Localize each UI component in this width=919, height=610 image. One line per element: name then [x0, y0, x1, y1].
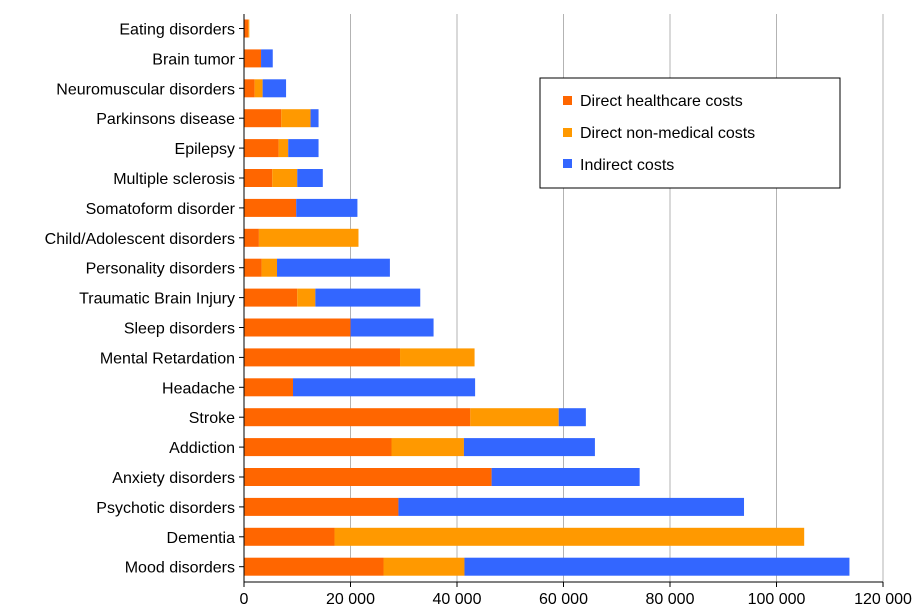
legend-swatch-direct-non-medical	[563, 128, 572, 137]
bar-11-series-0	[244, 348, 401, 367]
bar-4-series-1	[278, 139, 289, 158]
axes-layer	[239, 14, 884, 587]
bar-18-series-0	[244, 557, 384, 576]
category-label-12: Headache	[162, 380, 235, 397]
category-label-3: Parkinsons disease	[96, 111, 235, 128]
bar-7-series-0	[244, 228, 259, 247]
bar-9-series-0	[244, 288, 298, 307]
bar-15-series-0	[244, 468, 492, 486]
category-label-6: Somatoform disorder	[86, 201, 236, 218]
x-tick-label-6: 120 000	[854, 591, 912, 608]
category-label-2: Neuromuscular disorders	[56, 81, 235, 98]
bar-18-series-2	[464, 557, 850, 576]
bar-17-series-1	[334, 527, 805, 546]
bar-13-series-1	[470, 408, 559, 427]
x-tick-label-4: 80 000	[646, 591, 695, 608]
bar-2-series-0	[244, 79, 255, 98]
bar-4-series-0	[244, 139, 279, 158]
bar-13-series-0	[244, 408, 471, 427]
legend: Direct healthcare costs Direct non-medic…	[539, 77, 841, 189]
bar-12-series-0	[244, 378, 293, 397]
bar-3-series-0	[244, 109, 282, 128]
bar-1-series-2	[261, 49, 273, 68]
legend-label-direct-non-medical: Direct non-medical costs	[580, 125, 755, 142]
bar-16-series-0	[244, 497, 399, 516]
x-tick-label-3: 60 000	[539, 591, 588, 608]
bar-9-series-1	[297, 288, 316, 307]
bar-6-series-0	[244, 198, 297, 217]
bar-0-series-0	[244, 19, 249, 38]
bar-3-series-2	[310, 109, 319, 128]
bar-8-series-2	[277, 258, 390, 277]
bar-17-series-0	[244, 527, 335, 546]
legend-box	[539, 77, 841, 189]
bar-1-series-0	[244, 49, 262, 68]
category-label-9: Traumatic Brain Injury	[79, 291, 235, 308]
bar-8-series-1	[261, 258, 278, 277]
bar-5-series-0	[244, 169, 273, 187]
bar-14-series-0	[244, 438, 392, 457]
category-label-18: Mood disorders	[125, 560, 235, 577]
bar-9-series-2	[315, 288, 421, 307]
bar-4-series-2	[288, 139, 319, 158]
bar-7-series-1	[258, 228, 359, 247]
bar-5-series-2	[297, 169, 323, 187]
bar-6-series-2	[296, 198, 358, 217]
category-label-7: Child/Adolescent disorders	[45, 231, 235, 248]
category-label-14: Addiction	[169, 440, 235, 457]
bar-12-series-2	[292, 378, 476, 397]
bar-11-series-1	[400, 348, 475, 367]
bar-10-series-2	[350, 318, 434, 337]
category-label-17: Dementia	[167, 530, 236, 547]
category-label-1: Brain tumor	[152, 51, 235, 68]
labels-layer: 0 20 000 40 000 60 000 80 000 100 000 120 000 E…	[45, 22, 912, 609]
category-label-5: Multiple sclerosis	[113, 171, 235, 188]
bar-10-series-0	[244, 318, 351, 337]
bar-2-series-1	[254, 79, 263, 98]
bars-layer	[244, 19, 850, 576]
x-tick-label-5: 100 000	[748, 591, 806, 608]
bar-8-series-0	[244, 258, 262, 277]
category-label-8: Personality disorders	[86, 261, 235, 278]
category-label-4: Epilepsy	[175, 141, 235, 158]
bar-0-series-1	[248, 19, 250, 38]
legend-swatch-indirect	[563, 159, 572, 168]
legend-label-indirect: Indirect costs	[580, 157, 674, 174]
x-tick-label-0: 0	[240, 591, 249, 608]
bar-2-series-2	[262, 79, 287, 98]
bar-3-series-1	[281, 109, 311, 128]
category-label-0: Eating disorders	[119, 22, 235, 39]
category-label-15: Anxiety disorders	[112, 470, 235, 487]
bar-14-series-1	[391, 438, 464, 457]
legend-swatch-direct-healthcare	[563, 96, 572, 105]
category-label-16: Psychotic disorders	[96, 500, 235, 517]
legend-label-direct-healthcare: Direct healthcare costs	[580, 93, 743, 110]
bar-5-series-1	[272, 169, 298, 187]
category-label-13: Stroke	[189, 410, 235, 427]
bar-16-series-2	[398, 497, 745, 516]
x-tick-label-2: 40 000	[433, 591, 482, 608]
bar-13-series-2	[558, 408, 586, 427]
bar-18-series-1	[383, 557, 465, 576]
bar-15-series-2	[491, 468, 640, 486]
x-tick-label-1: 20 000	[326, 591, 375, 608]
category-label-11: Mental Retardation	[100, 350, 235, 367]
bar-14-series-2	[463, 438, 595, 457]
category-label-10: Sleep disorders	[124, 321, 235, 338]
